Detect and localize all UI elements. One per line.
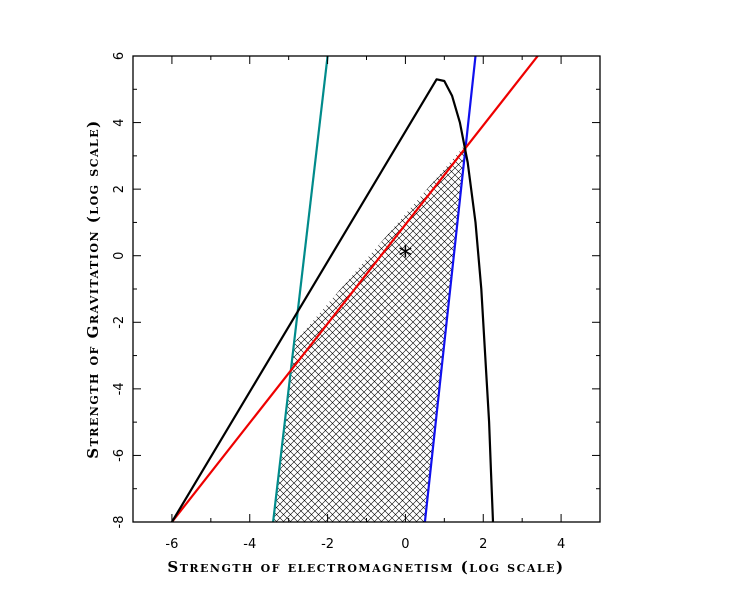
y-tick-label: 6 <box>112 52 127 60</box>
x-axis-title: Strength of electromagnetism (log scale) <box>167 558 564 576</box>
y-tick-label: 4 <box>112 118 127 126</box>
x-tick-label: 2 <box>479 537 487 552</box>
y-tick-label: 0 <box>112 252 127 260</box>
y-tick-label: -8 <box>112 516 127 529</box>
y-tick-label: -4 <box>112 382 127 395</box>
series-line-4 <box>170 78 495 522</box>
y-tick-label: 2 <box>112 185 127 193</box>
x-tick-label: 4 <box>557 537 565 552</box>
series-layer <box>170 56 539 522</box>
shaded-region-layer <box>273 144 466 522</box>
y-axis-title: Strength of Gravitation (log scale) <box>84 119 102 458</box>
y-tick-label: -2 <box>112 316 127 329</box>
tick-layer: -6 -4 -2 0 2 4 -8 -6 -4 -2 0 2 4 6 <box>112 52 601 552</box>
x-tick-label: -6 <box>165 537 178 552</box>
series-line-3 <box>171 56 539 522</box>
x-tick-label: -2 <box>321 537 334 552</box>
y-tick-label: -6 <box>112 449 127 462</box>
x-tick-label: -4 <box>243 537 256 552</box>
series-line-1 <box>272 56 329 522</box>
series-line-2 <box>423 56 477 522</box>
marker-1: * <box>398 240 412 273</box>
x-tick-label: 0 <box>401 537 409 552</box>
marker-layer: * <box>398 240 412 273</box>
shaded-region <box>273 144 466 522</box>
